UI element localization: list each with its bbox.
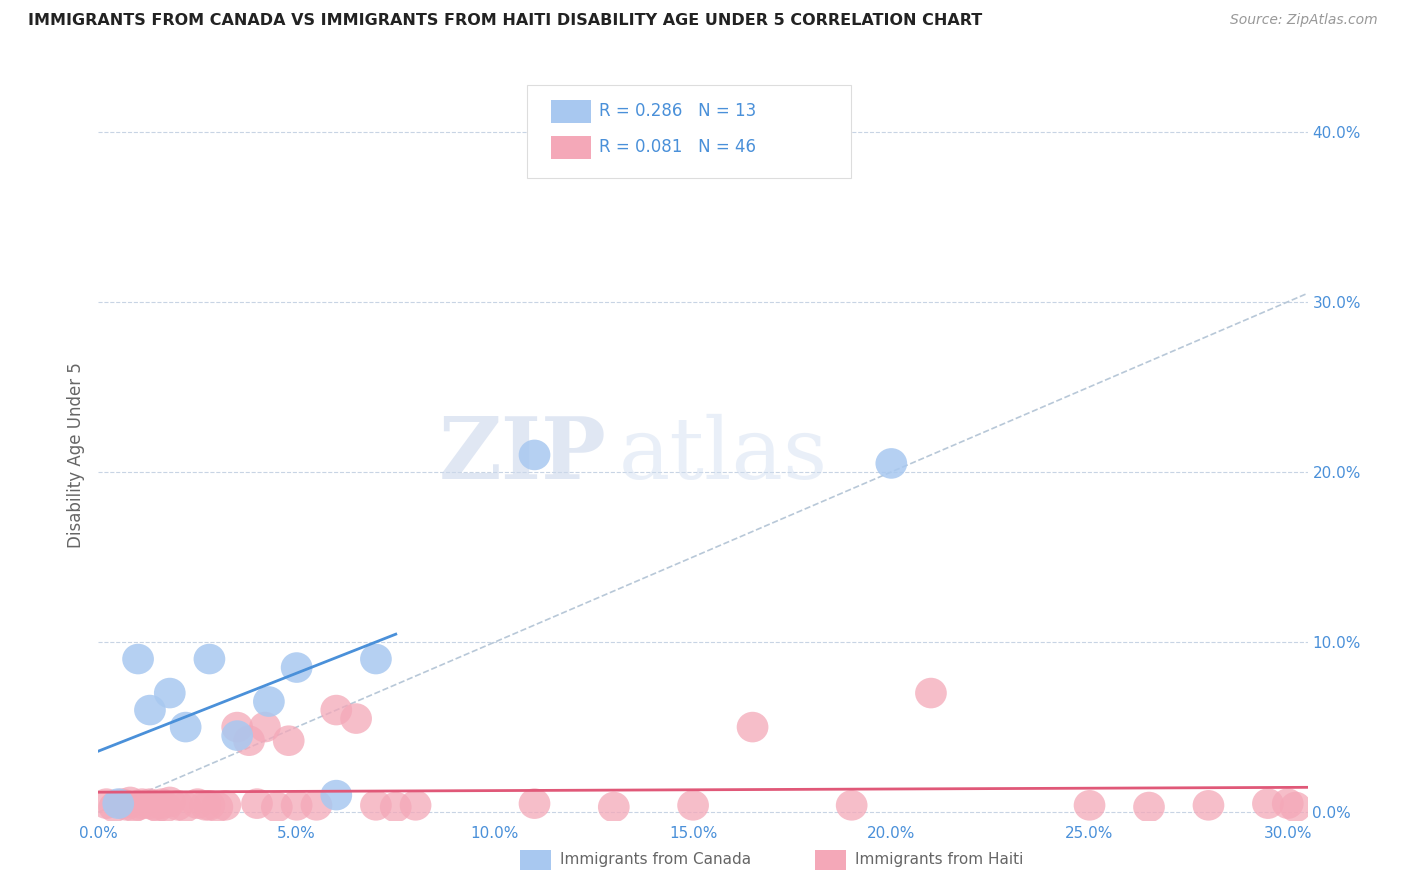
Ellipse shape [150,792,181,822]
Ellipse shape [107,789,138,819]
Ellipse shape [360,644,392,674]
Ellipse shape [242,789,273,819]
Ellipse shape [190,790,221,821]
Text: R = 0.286   N = 13: R = 0.286 N = 13 [599,103,756,120]
Ellipse shape [194,790,225,821]
Ellipse shape [127,789,157,819]
Text: atlas: atlas [619,413,828,497]
Ellipse shape [98,792,131,822]
Text: Immigrants from Canada: Immigrants from Canada [560,853,751,867]
Ellipse shape [876,448,907,479]
Ellipse shape [340,703,373,734]
Ellipse shape [142,792,174,822]
Ellipse shape [380,792,412,822]
Ellipse shape [519,789,550,819]
Ellipse shape [835,790,868,821]
Ellipse shape [301,790,332,821]
Ellipse shape [253,686,285,717]
Ellipse shape [281,652,312,683]
Text: IMMIGRANTS FROM CANADA VS IMMIGRANTS FROM HAITI DISABILITY AGE UNDER 5 CORRELATI: IMMIGRANTS FROM CANADA VS IMMIGRANTS FRO… [28,13,983,29]
Ellipse shape [90,789,122,819]
Text: Source: ZipAtlas.com: Source: ZipAtlas.com [1230,13,1378,28]
Ellipse shape [321,780,352,811]
Ellipse shape [598,792,630,822]
Ellipse shape [170,792,201,822]
Text: ZIP: ZIP [439,413,606,497]
Ellipse shape [262,792,292,822]
Ellipse shape [249,712,281,742]
Ellipse shape [153,787,186,817]
Ellipse shape [201,792,233,822]
Ellipse shape [321,695,352,725]
Ellipse shape [519,440,550,470]
Ellipse shape [134,789,166,819]
Ellipse shape [221,712,253,742]
Ellipse shape [281,790,312,821]
Ellipse shape [134,695,166,725]
Ellipse shape [122,644,153,674]
Ellipse shape [737,712,769,742]
Ellipse shape [194,644,225,674]
Ellipse shape [1074,790,1105,821]
Ellipse shape [1192,790,1225,821]
Ellipse shape [162,790,194,821]
Ellipse shape [1133,792,1164,822]
Ellipse shape [360,790,392,821]
Ellipse shape [915,678,946,708]
Ellipse shape [114,787,146,817]
Ellipse shape [1272,789,1303,819]
Text: Immigrants from Haiti: Immigrants from Haiti [855,853,1024,867]
Ellipse shape [118,792,150,822]
Ellipse shape [103,789,134,819]
Ellipse shape [273,725,305,756]
Ellipse shape [233,725,264,756]
Ellipse shape [678,790,709,821]
Ellipse shape [170,712,201,742]
Ellipse shape [399,790,432,821]
Ellipse shape [138,790,170,821]
Text: R = 0.081   N = 46: R = 0.081 N = 46 [599,138,756,156]
Ellipse shape [153,678,186,708]
Ellipse shape [1253,789,1284,819]
Ellipse shape [146,789,177,819]
Y-axis label: Disability Age Under 5: Disability Age Under 5 [67,362,86,548]
Ellipse shape [1279,792,1312,822]
Ellipse shape [181,789,214,819]
Ellipse shape [221,720,253,751]
Ellipse shape [110,790,142,821]
Ellipse shape [122,790,153,821]
Ellipse shape [209,790,242,821]
